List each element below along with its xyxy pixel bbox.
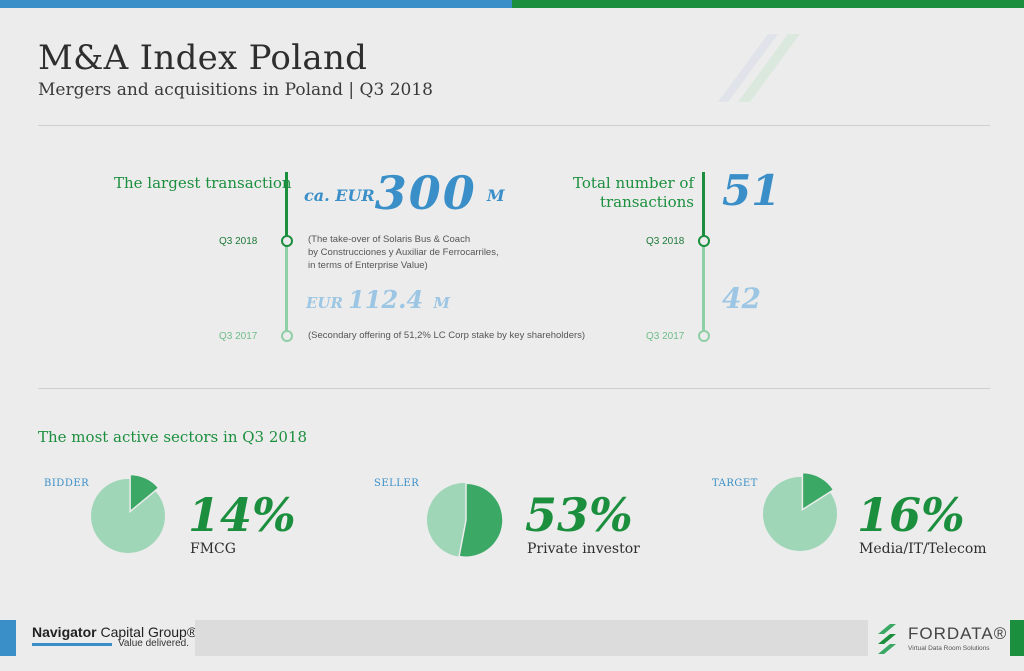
percent-target: 16%	[857, 488, 965, 542]
period-label-q3-2017: Q3 2017	[219, 331, 258, 342]
timeline-dot-2018	[698, 235, 710, 247]
logo-rest: Capital Group®	[100, 624, 198, 640]
sectors-title: The most active sectors in Q3 2018	[38, 428, 308, 446]
percent-seller: 53%	[525, 488, 633, 542]
timeline-line-2018	[285, 172, 288, 240]
sector-seller: Private investor	[527, 541, 640, 557]
pie-share-slice	[129, 473, 160, 514]
navigator-tagline: Value delivered.	[118, 638, 189, 649]
fordata-logo-text: FORDATA®	[908, 624, 1008, 643]
timeline-dot-2018	[281, 235, 293, 247]
role-label-seller: SELLER	[374, 478, 420, 489]
period-label-q3-2018: Q3 2018	[646, 236, 685, 247]
role-label-target: TARGET	[712, 478, 758, 489]
pie-share-slice	[801, 471, 835, 511]
divider-middle	[38, 388, 990, 389]
label-line: Total number of	[573, 174, 694, 192]
navigator-logo-underline	[32, 643, 112, 646]
note-line: (The take-over of Solaris Bus & Coach	[308, 234, 471, 245]
fordata-logo-icon	[878, 624, 896, 654]
pie-chart-target	[763, 471, 837, 551]
sector-bidder: FMCG	[190, 541, 236, 557]
top-accent-bar-blue	[0, 0, 512, 8]
largest-transaction-value-2018: ca. EUR300 M	[304, 166, 505, 220]
sector-target: Media/IT/Telecom	[859, 541, 987, 557]
value-number: 300	[374, 166, 477, 220]
period-label-q3-2017: Q3 2017	[646, 331, 685, 342]
navigator-logo: Navigator Capital Group®	[32, 624, 197, 640]
note-line: in terms of Enterprise Value)	[308, 260, 428, 271]
footer-accent-green	[1010, 620, 1024, 656]
pie-chart-bidder	[91, 473, 165, 553]
decorative-stripes	[718, 34, 800, 102]
largest-transaction-label: The largest transaction	[114, 174, 292, 192]
timeline-dot-2017	[698, 330, 710, 342]
footer-accent-blue	[0, 620, 16, 656]
logo-bold: Navigator	[32, 624, 97, 640]
total-transactions-2018: 51	[722, 166, 781, 215]
note-line: by Construcciones y Auxiliar de Ferrocar…	[308, 247, 499, 258]
divider-top	[38, 125, 990, 126]
pie-chart-seller	[427, 482, 504, 558]
total-transactions-label: Total number of transactions	[560, 174, 694, 212]
page-subtitle: Mergers and acquisitions in Poland | Q3 …	[38, 80, 433, 100]
value-suffix: M	[433, 294, 451, 312]
pie-share-slice	[458, 482, 504, 558]
timeline-line-2017	[702, 240, 705, 336]
transaction-note-2017: (Secondary offering of 51,2% LC Corp sta…	[308, 330, 586, 341]
value-prefix: EUR	[306, 294, 343, 312]
transaction-note-2018: (The take-over of Solaris Bus & Coach by…	[308, 233, 499, 272]
label-line: transactions	[599, 193, 694, 211]
page-title: M&A Index Poland	[38, 38, 368, 78]
percent-bidder: 14%	[188, 488, 296, 542]
value-number: 112.4	[348, 285, 424, 314]
role-label-bidder: BIDDER	[44, 478, 90, 489]
timeline-line-2018	[702, 172, 705, 240]
value-prefix: ca. EUR	[304, 186, 375, 205]
period-label-q3-2018: Q3 2018	[219, 236, 258, 247]
fordata-tagline: Virtual Data Room Solutions	[908, 645, 990, 652]
top-accent-bar-green	[512, 0, 1024, 8]
largest-transaction-value-2017: EUR 112.4 M	[306, 285, 450, 314]
timeline-dot-2017	[281, 330, 293, 342]
total-transactions-2017: 42	[722, 282, 761, 315]
value-suffix: M	[486, 186, 505, 205]
footer-bar	[195, 620, 868, 656]
timeline-line-2017	[285, 240, 288, 336]
